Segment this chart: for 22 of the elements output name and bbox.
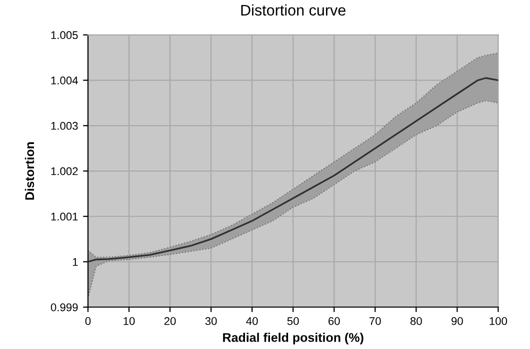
x-tick-label: 60 [328, 317, 340, 326]
y-tick-label: 0.999 [50, 303, 78, 312]
y-tick-label: 1.003 [51, 122, 78, 130]
y-tick-label: 1 [72, 258, 78, 266]
x-tick-label: 40 [246, 317, 258, 326]
x-tick-label: 80 [410, 317, 422, 326]
x-tick-label: 70 [370, 317, 381, 326]
y-tick-label: 1.002 [51, 167, 78, 176]
x-tick-label: 30 [205, 317, 217, 326]
chart-title: Distortion curve [241, 4, 346, 16]
y-tick-label: 1.004 [51, 76, 78, 84]
x-tick-label: 20 [164, 317, 176, 326]
x-tick-label: 90 [452, 317, 463, 326]
line-series [88, 77, 498, 263]
y-tick-label: 1.001 [51, 212, 78, 221]
x-tick-label: 0 [85, 317, 91, 326]
x-axis-title: Radial field position (%) [223, 332, 364, 344]
x-tick-label: 100 [490, 317, 508, 326]
x-tick-label: 50 [287, 317, 299, 326]
y-tick-label: 1.005 [51, 31, 78, 40]
y-axis-title: Distortion [24, 142, 34, 200]
x-tick-label: 10 [124, 317, 135, 326]
